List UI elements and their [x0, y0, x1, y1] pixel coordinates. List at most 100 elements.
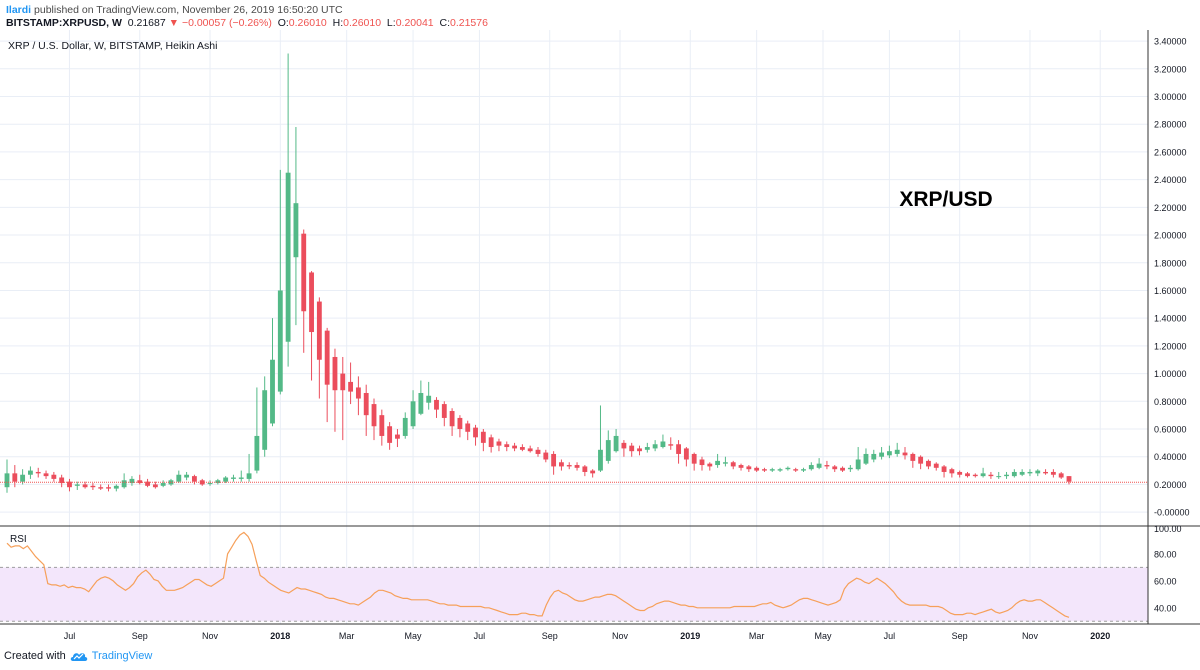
chart-title: XRP / U.S. Dollar, W, BITSTAMP, Heikin A… [8, 40, 217, 52]
candle [551, 451, 557, 475]
candle [137, 474, 143, 485]
price-tick-label: 1.80000 [1154, 258, 1187, 268]
candle-body [691, 453, 697, 464]
candle [683, 447, 689, 467]
candle [301, 229, 307, 353]
candle-body [20, 474, 26, 482]
candle-body [629, 445, 635, 452]
rsi-axis[interactable]: 100.00 80.00 60.00 40.00 [1154, 524, 1182, 613]
candle [910, 452, 916, 468]
candle-body [613, 435, 619, 452]
close-value: 0.21576 [450, 17, 488, 29]
candle [207, 480, 213, 486]
candle [434, 397, 439, 418]
publish-text: published on TradingView.com, November 2… [34, 4, 343, 16]
low-value: 0.20041 [395, 17, 434, 29]
candle [293, 126, 299, 326]
candle [28, 466, 33, 479]
tradingview-brand[interactable]: TradingView [91, 650, 153, 662]
candle-body [98, 487, 104, 489]
candle-body [387, 426, 393, 443]
candle-body [4, 473, 10, 488]
candle-body [121, 480, 127, 488]
time-axis[interactable]: Jul Sep Nov 2018 Mar May Jul Sep Nov 2019 Mar May Ju… [64, 631, 1111, 641]
price-tick-label: 1.20000 [1154, 341, 1187, 351]
candle [840, 466, 845, 472]
candle-body [316, 301, 322, 360]
candle-body [355, 387, 361, 399]
candle [918, 455, 924, 470]
candle-body [660, 441, 666, 448]
candle-body [715, 460, 721, 466]
candle [246, 453, 252, 482]
candle [465, 420, 471, 441]
candle [98, 484, 104, 490]
candle-body [676, 444, 681, 454]
candle-body [51, 474, 57, 479]
candle-body [738, 465, 744, 468]
candle-body [426, 395, 432, 403]
candle [480, 429, 486, 452]
down-arrow-icon: ▼ [168, 17, 180, 29]
candle-body [918, 456, 924, 464]
candle-body [785, 467, 791, 470]
price-tick-label: 0.80000 [1154, 397, 1187, 407]
candle-body [348, 381, 354, 392]
candle-body [28, 470, 33, 475]
candle [886, 445, 892, 459]
candle-body [519, 447, 525, 450]
candle-body [1027, 471, 1033, 474]
author-name[interactable]: Ilardi [6, 4, 32, 16]
candle [824, 460, 830, 470]
candle [90, 483, 96, 490]
candle [847, 465, 853, 472]
candle-body [402, 417, 408, 436]
candle [418, 380, 424, 416]
footer: Created with TradingView [4, 650, 152, 662]
candle [801, 467, 806, 472]
price-tick-label: 1.00000 [1154, 369, 1187, 379]
candle [941, 465, 947, 478]
candle-body [434, 399, 439, 410]
candle-body [972, 474, 978, 477]
candle-body [301, 233, 307, 312]
time-tick-label: May [405, 631, 423, 641]
candle [590, 469, 596, 478]
candle-body [996, 476, 1002, 478]
candle [512, 442, 517, 452]
candle [519, 444, 525, 452]
open-value: 0.26010 [288, 17, 327, 29]
time-tick-label: Sep [952, 631, 968, 641]
time-tick-label: Sep [542, 631, 558, 641]
candle-body [309, 272, 314, 333]
candle [637, 445, 642, 456]
candle [754, 466, 760, 472]
candle-body [246, 473, 252, 479]
candle [644, 442, 650, 453]
high-label: H: [332, 17, 344, 29]
candle [832, 465, 838, 472]
candle-body [559, 462, 564, 467]
candle [82, 481, 88, 489]
price-axis[interactable]: 3.40000 3.20000 3.00000 2.80000 2.60000 2.400… [1154, 37, 1190, 518]
candle [402, 412, 408, 439]
candle-body [582, 466, 588, 472]
candle-body [277, 290, 283, 392]
candle [457, 415, 463, 438]
close-label: C: [439, 17, 451, 29]
price-tick-label: 0.20000 [1154, 480, 1187, 490]
candle-body [90, 485, 96, 488]
candle-body [902, 452, 908, 456]
candle [566, 462, 572, 470]
candle-body [152, 484, 158, 488]
candle-body [254, 435, 260, 471]
candle-body [957, 471, 963, 475]
candle-body [832, 466, 838, 470]
candle-body [840, 467, 845, 471]
time-tick-label: May [815, 631, 833, 641]
time-tick-label: Jul [64, 631, 76, 641]
time-tick-label: Sep [132, 631, 148, 641]
candle [145, 478, 150, 488]
price-chart[interactable]: XRP / U.S. Dollar, W, BITSTAMP, Heikin A… [0, 30, 1200, 648]
candle-body [160, 483, 166, 486]
